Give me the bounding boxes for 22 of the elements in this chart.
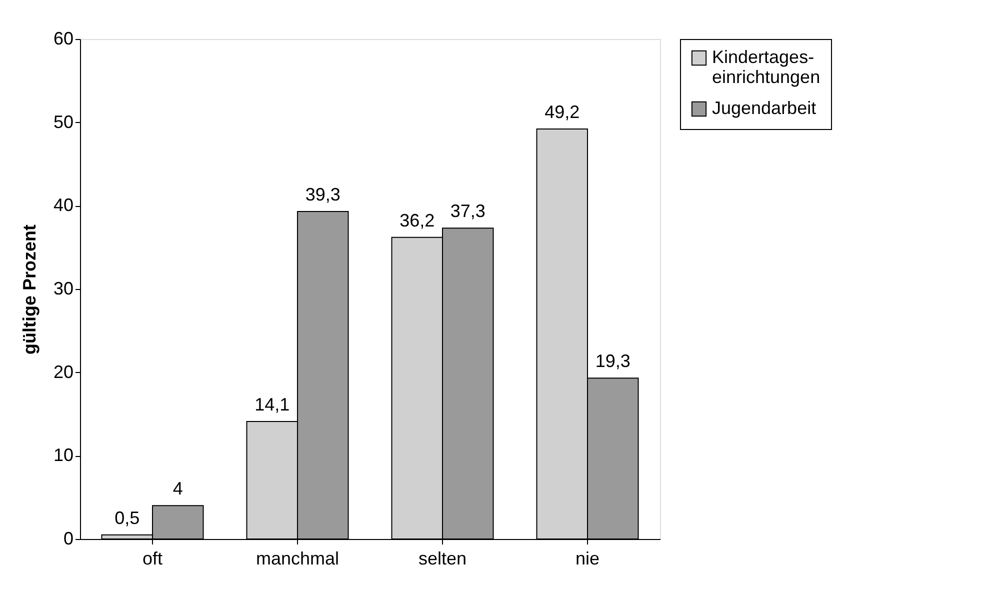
x-tick-label: selten [418,548,467,568]
y-tick-label: 20 [53,362,74,382]
data-label: 49,2 [544,102,580,122]
data-label: 4 [172,478,183,499]
y-axis-title: gültige Prozent [19,224,40,354]
data-label: 14,1 [254,394,290,414]
legend-label: Jugendarbeit [712,98,816,118]
data-label: 19,3 [595,351,630,372]
data-label: 0,5 [114,508,140,528]
y-tick-label: 10 [53,445,74,466]
data-label: 36,2 [400,210,435,230]
y-tick-label: 0 [63,528,74,548]
x-tick-label: oft [142,548,163,568]
legend-label: Kindertages-einrichtungen [712,47,820,87]
y-tick-label: 60 [53,28,74,48]
data-label: 37,3 [450,201,486,222]
y-tick-label: 30 [53,278,74,298]
x-tick-label: nie [575,548,600,568]
data-label: 39,3 [305,184,340,204]
y-tick-label: 40 [53,195,74,216]
x-tick-label: manchmal [256,548,340,568]
y-tick-label: 50 [53,112,74,132]
